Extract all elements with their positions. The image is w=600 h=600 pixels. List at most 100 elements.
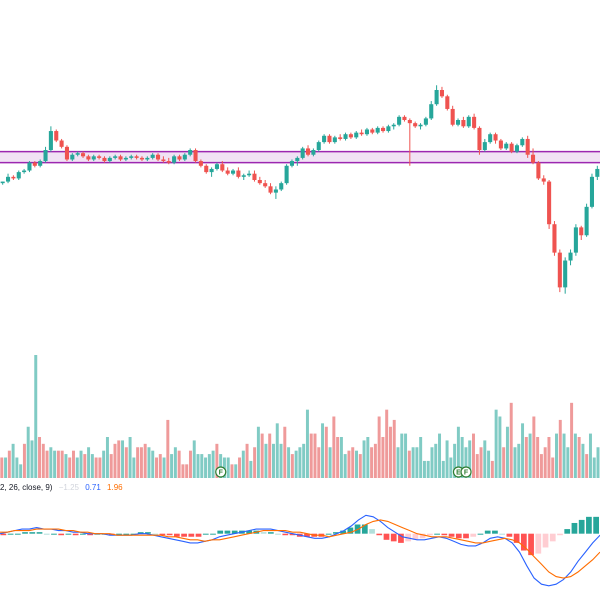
candle bbox=[423, 116, 428, 127]
candle bbox=[386, 124, 391, 133]
volume-bar bbox=[464, 447, 468, 478]
volume-bar bbox=[468, 440, 472, 478]
macd-line bbox=[0, 514, 600, 587]
candle bbox=[59, 138, 64, 149]
candle-body bbox=[241, 175, 246, 177]
candle bbox=[541, 175, 546, 185]
candle bbox=[268, 183, 273, 195]
macd-histogram-bar bbox=[43, 533, 50, 535]
volume-bar bbox=[283, 426, 287, 478]
candle-body bbox=[589, 176, 594, 207]
volume-bar bbox=[434, 443, 438, 478]
volume-bar bbox=[430, 447, 434, 478]
volume-bar bbox=[68, 457, 72, 478]
macd-pane bbox=[0, 514, 600, 587]
macd-histogram-bar bbox=[412, 533, 419, 540]
candle-body bbox=[177, 156, 182, 160]
candle bbox=[273, 186, 278, 199]
candle bbox=[573, 224, 578, 256]
candle bbox=[86, 154, 91, 162]
candle bbox=[75, 151, 80, 157]
event-marker[interactable]: F bbox=[460, 466, 472, 478]
candle bbox=[509, 142, 514, 154]
volume-bar bbox=[249, 460, 253, 478]
candle-body bbox=[289, 161, 294, 166]
volume-bar bbox=[147, 447, 151, 478]
candle-body bbox=[584, 206, 589, 236]
candle bbox=[584, 203, 589, 237]
volume-bar bbox=[192, 440, 196, 478]
volume-bar bbox=[132, 457, 136, 478]
candle bbox=[54, 129, 59, 143]
volume-bar bbox=[479, 447, 483, 478]
macd-histogram-bar bbox=[65, 533, 72, 535]
volume-bar bbox=[87, 447, 91, 478]
volume-bar bbox=[411, 447, 415, 478]
volume-bar bbox=[226, 457, 230, 478]
macd-histogram-bar bbox=[260, 532, 267, 534]
candle-body bbox=[504, 143, 509, 149]
volume-bar bbox=[588, 433, 592, 478]
macd-histogram-bar bbox=[116, 533, 122, 535]
macd-histogram-bar bbox=[87, 533, 93, 536]
volume-bar bbox=[555, 433, 558, 478]
candle-body bbox=[198, 161, 203, 166]
volume-bar bbox=[487, 450, 491, 478]
candle-body bbox=[172, 156, 177, 163]
candle bbox=[332, 135, 337, 144]
candle-body bbox=[402, 116, 407, 120]
volume-bar bbox=[426, 460, 430, 478]
candle bbox=[391, 123, 396, 130]
candle bbox=[284, 164, 289, 185]
horizontal-line-band[interactable] bbox=[0, 150, 600, 164]
volume-bar bbox=[290, 454, 294, 478]
volume-bar bbox=[449, 457, 453, 478]
candle bbox=[107, 156, 112, 163]
volume-bar bbox=[343, 454, 347, 478]
event-marker[interactable]: F bbox=[215, 466, 227, 478]
volume-bar bbox=[136, 447, 140, 478]
macd-histogram-bar bbox=[267, 532, 274, 534]
volume-bar bbox=[471, 433, 475, 478]
candle bbox=[327, 134, 332, 144]
volume-bar bbox=[332, 416, 336, 478]
candle-body bbox=[348, 134, 353, 138]
candle bbox=[493, 132, 498, 144]
candle bbox=[0, 181, 5, 185]
volume-bar bbox=[60, 450, 64, 478]
macd-histogram-bar bbox=[246, 530, 253, 534]
volume-bar bbox=[158, 454, 162, 478]
candle-body bbox=[236, 170, 241, 177]
candle-body bbox=[332, 137, 337, 143]
candle-body bbox=[102, 157, 107, 162]
candle bbox=[204, 164, 209, 174]
candle-body bbox=[107, 157, 112, 162]
volume-bar bbox=[260, 433, 264, 478]
volume-bar bbox=[547, 437, 551, 478]
macd-histogram-bar bbox=[492, 530, 498, 534]
volume-bar bbox=[407, 450, 411, 478]
candle-body bbox=[573, 227, 578, 253]
candle bbox=[397, 115, 402, 127]
candle-body bbox=[263, 183, 268, 187]
volume-bar bbox=[38, 437, 42, 478]
macd-legend[interactable]: 2, 26, close, 9) −1.25 0.71 1.96 bbox=[0, 483, 127, 492]
volume-bar bbox=[11, 443, 15, 478]
candle bbox=[241, 173, 246, 180]
volume-bar bbox=[230, 464, 234, 478]
volume-bar bbox=[438, 433, 442, 478]
volume-bar bbox=[253, 447, 257, 478]
candle-body bbox=[48, 131, 53, 150]
volume-bar bbox=[271, 443, 275, 478]
candle-body bbox=[6, 176, 11, 182]
volume-bar bbox=[336, 437, 340, 478]
macd-histogram-bar bbox=[289, 533, 296, 536]
candle-body bbox=[70, 154, 75, 160]
candle-body bbox=[182, 154, 187, 160]
volume-bar bbox=[170, 454, 174, 478]
volume-bar bbox=[377, 416, 381, 478]
macd-histogram-bar bbox=[463, 533, 469, 539]
